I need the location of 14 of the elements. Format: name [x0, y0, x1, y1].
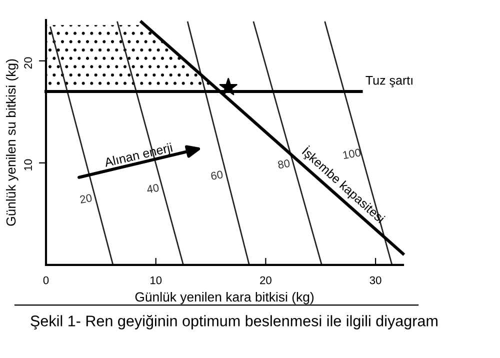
- x-tick-label: 0: [43, 276, 49, 284]
- x-tick-label: 10: [150, 276, 162, 284]
- annotation: 100: [342, 148, 362, 160]
- x-tick-label: 30: [370, 276, 382, 284]
- annotation: 80: [278, 159, 290, 169]
- annotation: 40: [146, 184, 160, 194]
- y-axis-title: Günlük yenilen su bitkisi (kg): [6, 59, 18, 226]
- annotation: Alınan enerji: [104, 142, 174, 170]
- text: Şekil 1- Ren geyiğinin optimum beslenmesi ile ilgili diyagram: [30, 314, 438, 330]
- annotation: Tuz şartı: [366, 76, 412, 88]
- annotation: 20: [80, 194, 92, 204]
- x-axis-title: Günlük yenilen kara bitkisi (kg): [135, 292, 314, 304]
- annotation: 60: [210, 170, 224, 180]
- x-tick-label: 20: [260, 276, 272, 284]
